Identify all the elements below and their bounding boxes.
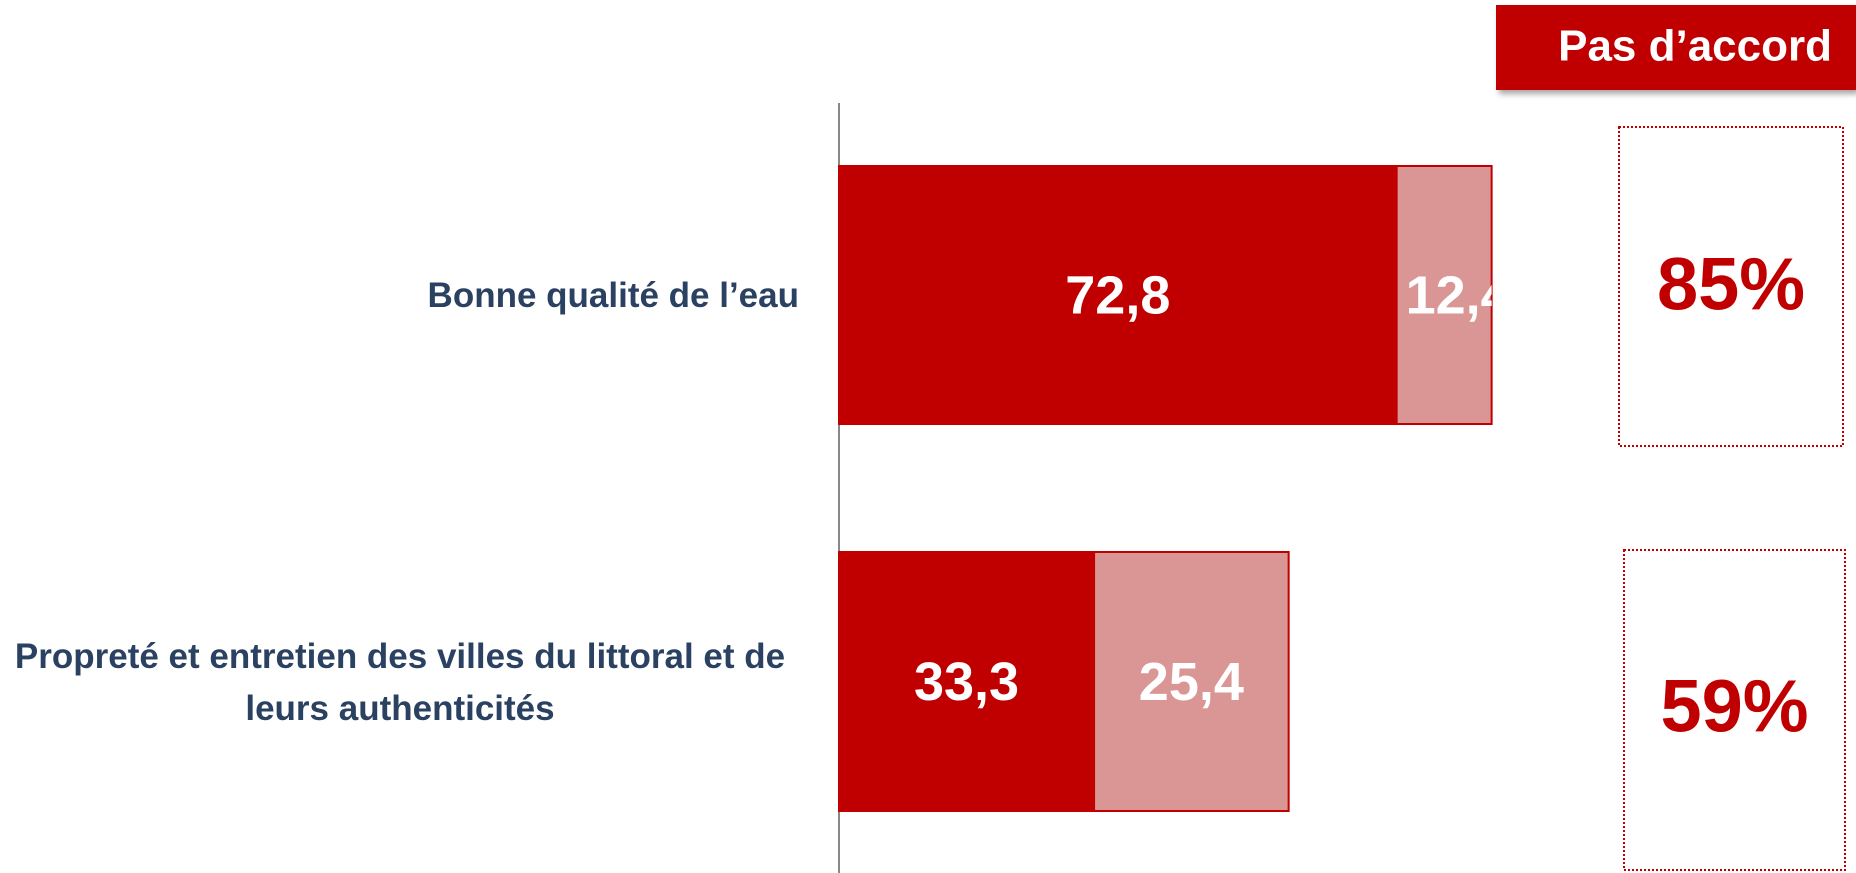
- bar-segment: [1093, 551, 1290, 812]
- bar-segment: [1395, 165, 1493, 425]
- totals-title: Pas d’accord: [1558, 22, 1832, 71]
- bar-segment-group: 12,4: [1395, 165, 1511, 425]
- category-label: Propreté et entretien des villes du litt…: [14, 637, 786, 728]
- value-label: 72,8: [1065, 265, 1170, 325]
- bar-segment-group: 25,4: [1093, 551, 1290, 812]
- bar-segment-group: 33,3: [838, 551, 1096, 812]
- bar-segment-group: 72,8: [838, 165, 1398, 425]
- totals-header: [1496, 5, 1856, 90]
- value-label: 25,4: [1139, 652, 1244, 712]
- total-box: [1623, 549, 1846, 871]
- bar-segment: [838, 551, 1096, 812]
- value-label: 33,3: [914, 652, 1019, 712]
- total-box: [1618, 126, 1844, 447]
- category-label: Bonne qualité de l’eau: [427, 276, 799, 315]
- value-label: 12,4: [1406, 265, 1511, 325]
- bar-segment: [838, 165, 1398, 425]
- total-label: 59%: [1660, 665, 1808, 748]
- total-label: 85%: [1657, 243, 1805, 326]
